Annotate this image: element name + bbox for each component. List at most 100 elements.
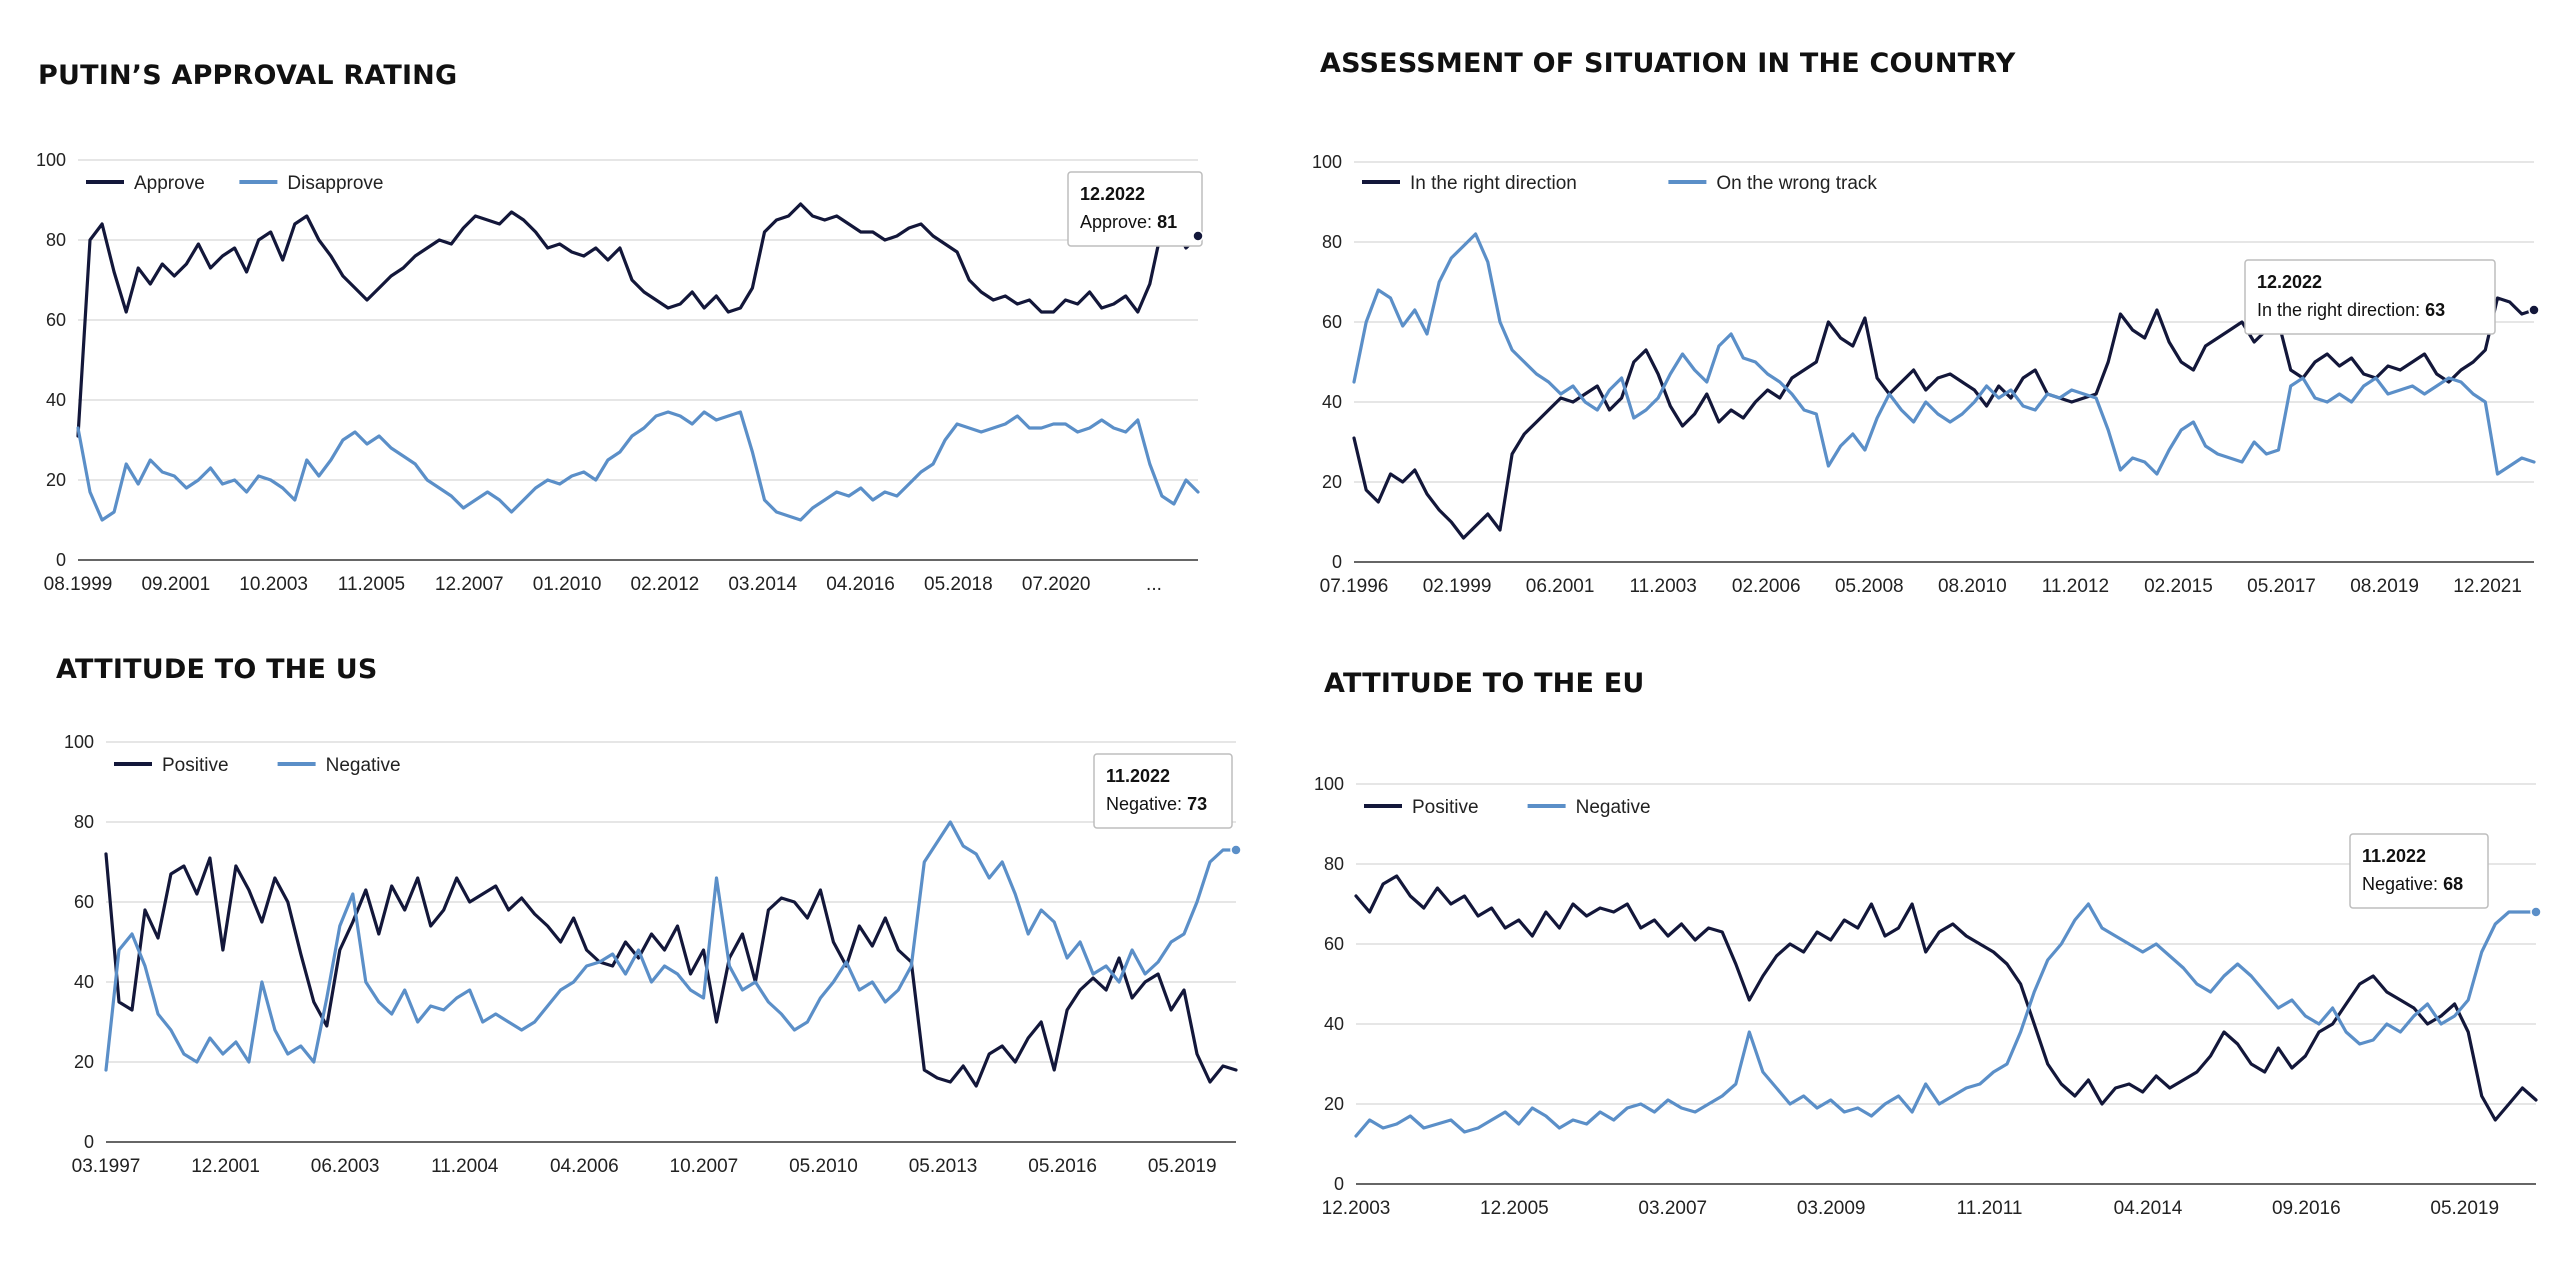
y-tick-label: 20 (46, 470, 66, 490)
tooltip: 12.2022 In the right direction: 63 (2244, 259, 2496, 335)
tooltip-number: 81 (1157, 212, 1177, 232)
x-tick-label: 04.2016 (826, 574, 895, 595)
y-tick-label: 60 (46, 310, 66, 330)
y-tick-label: 40 (46, 390, 66, 410)
x-tick-label: 02.1999 (1423, 576, 1492, 597)
y-tick-label: 80 (46, 230, 66, 250)
series-line-1[interactable] (1354, 874, 2538, 1122)
approval-chart[interactable]: 0 20 40 60 80 100 08.1999 09.2001 10.2003 11.2005… (36, 100, 1238, 660)
y-tick-label: 80 (1324, 854, 1344, 874)
series-line-1[interactable] (104, 852, 1238, 1088)
x-tick-label: 05.2013 (909, 1156, 978, 1177)
x-tick-label: 05.2016 (1028, 1156, 1097, 1177)
x-tick-label: 06.2001 (1526, 576, 1595, 597)
y-tick-label: 20 (1322, 472, 1342, 492)
us-chart[interactable]: 0 20 40 60 80 100 03.1997 12.2001 06.2003 11.2004… (56, 698, 1256, 1258)
series-line-1[interactable] (76, 202, 1200, 438)
y-tick-label: 100 (1312, 152, 1342, 172)
x-tick-label: 10.2003 (239, 574, 308, 595)
x-tick-label: 03.1997 (72, 1156, 141, 1177)
x-tick-label: 03.2007 (1638, 1198, 1707, 1219)
tooltip-title: 11.2022 (2362, 846, 2426, 866)
legend-label[interactable]: Negative (1576, 797, 1651, 818)
tooltip-label: Negative (1106, 794, 1177, 814)
legend-label[interactable]: In the right direction (1410, 173, 1577, 194)
tooltip-title: 12.2022 (1080, 184, 1145, 204)
highlight-point[interactable] (1192, 230, 1204, 242)
series-line-2[interactable] (104, 820, 1238, 1072)
series-line-1[interactable] (1352, 296, 2536, 540)
x-tick-label: 11.2004 (431, 1156, 499, 1177)
highlight-point[interactable] (1230, 844, 1242, 856)
x-tick-label: 05.2019 (1148, 1156, 1217, 1177)
x-tick-label: ... (1146, 574, 1162, 595)
y-tick-label: 0 (1334, 1174, 1344, 1194)
tooltip-box (1093, 753, 1233, 829)
series-line-2[interactable] (1354, 902, 2538, 1138)
tooltip-box (1067, 171, 1203, 247)
x-tick-label: 11.2005 (338, 574, 405, 595)
x-tick-label: 12.2021 (2453, 576, 2522, 597)
y-tick-label: 80 (74, 812, 94, 832)
y-tick-label: 0 (1332, 552, 1342, 572)
x-tick-label: 05.2010 (789, 1156, 858, 1177)
y-tick-label: 40 (74, 972, 94, 992)
x-tick-label: 05.2018 (924, 574, 993, 595)
tooltip-value: Negative: 73 (1106, 794, 1207, 814)
x-tick-label: 04.2014 (2114, 1198, 2183, 1219)
legend-label[interactable]: Approve (134, 173, 205, 194)
x-tick-label: 09.2016 (2272, 1198, 2341, 1219)
situation-chart[interactable]: 0 20 40 60 80 100 07.1996 02.1999 06.2001 11.2003… (1312, 100, 2560, 660)
y-tick-label: 100 (36, 150, 66, 170)
x-tick-label: 02.2012 (631, 574, 700, 595)
x-tick-label: 07.1996 (1320, 576, 1389, 597)
x-tick-label: 05.2017 (2247, 576, 2316, 597)
y-tick-label: 20 (74, 1052, 94, 1072)
y-tick-label: 40 (1322, 392, 1342, 412)
highlight-point[interactable] (2530, 906, 2542, 918)
tooltip-value: Negative: 68 (2362, 874, 2463, 894)
tooltip: 12.2022 Approve: 81 (1067, 171, 1203, 247)
x-tick-label: 08.2019 (2350, 576, 2419, 597)
tooltip-label: Negative (2362, 874, 2433, 894)
legend-label[interactable]: On the wrong track (1716, 173, 1877, 194)
tooltip-number: 63 (2425, 300, 2445, 320)
tooltip-title: 12.2022 (2257, 272, 2322, 292)
tooltip-value: In the right direction: 63 (2257, 300, 2445, 320)
x-tick-label: 05.2008 (1835, 576, 1904, 597)
y-tick-label: 60 (74, 892, 94, 912)
x-tick-label: 09.2001 (141, 574, 210, 595)
y-tick-label: 60 (1322, 312, 1342, 332)
chart-title: PUTIN’S APPROVAL RATING (38, 60, 458, 91)
y-tick-label: 80 (1322, 232, 1342, 252)
tooltip-box (2349, 833, 2489, 909)
x-tick-label: 12.2001 (191, 1156, 260, 1177)
y-tick-label: 60 (1324, 934, 1344, 954)
chart-title: ATTITUDE TO THE EU (1324, 668, 1645, 699)
y-tick-label: 0 (84, 1132, 94, 1152)
x-tick-label: 06.2003 (311, 1156, 380, 1177)
tooltip-label: Approve (1080, 212, 1147, 232)
y-tick-label: 40 (1324, 1014, 1344, 1034)
legend-label[interactable]: Positive (162, 755, 229, 776)
x-tick-label: 10.2007 (670, 1156, 739, 1177)
x-tick-label: 01.2010 (533, 574, 602, 595)
x-tick-label: 11.2012 (2042, 576, 2109, 597)
legend-label[interactable]: Disapprove (287, 173, 383, 194)
x-tick-label: 12.2003 (1322, 1198, 1391, 1219)
tooltip: 11.2022 Negative: 68 (2349, 833, 2489, 909)
x-tick-label: 08.2010 (1938, 576, 2007, 597)
legend-label[interactable]: Positive (1412, 797, 1479, 818)
series-line-2[interactable] (1352, 232, 2536, 476)
tooltip-box (2244, 259, 2496, 335)
legend-label[interactable]: Negative (326, 755, 401, 776)
highlight-point[interactable] (2528, 304, 2540, 316)
y-tick-label: 100 (64, 732, 94, 752)
x-tick-label: 02.2015 (2144, 576, 2213, 597)
y-tick-label: 100 (1314, 774, 1344, 794)
series-line-2[interactable] (76, 410, 1200, 522)
x-tick-label: 12.2007 (435, 574, 504, 595)
x-tick-label: 11.2011 (1957, 1198, 2023, 1219)
eu-chart[interactable]: 0 20 40 60 80 100 12.2003 12.2005 03.2007 03.2009… (1314, 708, 2560, 1268)
tooltip-label: In the right direction (2257, 300, 2415, 320)
